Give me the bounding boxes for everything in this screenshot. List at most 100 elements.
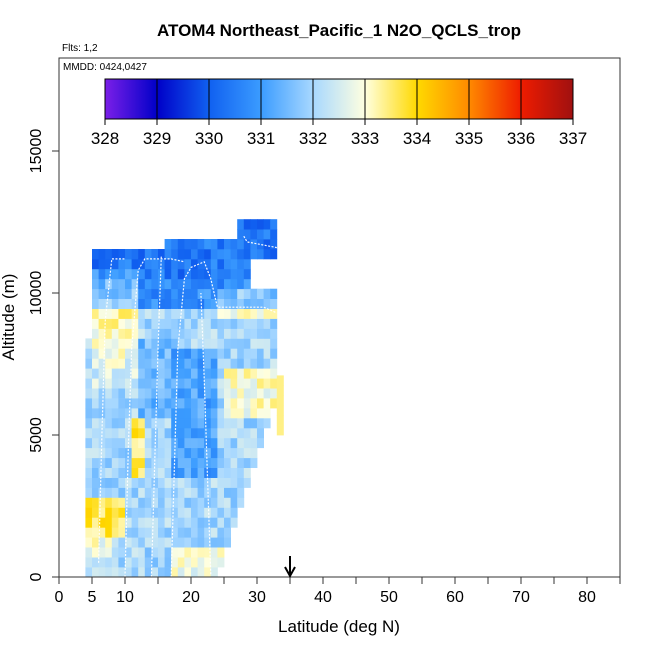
- heatmap-cell: [138, 358, 146, 369]
- heatmap-cell: [144, 388, 152, 399]
- heatmap-cell: [257, 338, 264, 349]
- heatmap-cell: [263, 219, 271, 230]
- heatmap-cell: [92, 447, 99, 459]
- heatmap-cell: [191, 497, 198, 508]
- heatmap-cell: [105, 437, 113, 449]
- heatmap-cell: [270, 388, 278, 399]
- heatmap-cell: [131, 268, 139, 280]
- heatmap-cell: [105, 557, 113, 568]
- heatmap-cell: [237, 398, 245, 409]
- heatmap-cell: [243, 229, 251, 240]
- heatmap-cell: [243, 288, 251, 299]
- heatmap-cell: [243, 258, 251, 270]
- heatmap-cell: [125, 507, 132, 518]
- heatmap-cell: [171, 507, 179, 518]
- heatmap-cell: [111, 318, 119, 329]
- heatmap-cell: [125, 268, 132, 280]
- heatmap-cell: [105, 418, 113, 429]
- heatmap-cell: [197, 268, 205, 280]
- heatmap-cell: [138, 328, 146, 339]
- heatmap-cell: [224, 497, 231, 508]
- heatmap-cell: [125, 457, 132, 468]
- heatmap-cell: [105, 249, 113, 260]
- heatmap-cell: [197, 318, 205, 329]
- heatmap-cell: [243, 219, 251, 230]
- heatmap-cell: [118, 437, 126, 449]
- heatmap-cell: [243, 418, 251, 429]
- heatmap-cell: [184, 517, 192, 528]
- heatmap-cell: [164, 408, 172, 419]
- heatmap-cell: [158, 457, 165, 468]
- heatmap-cell: [118, 507, 126, 518]
- heatmap-cell: [158, 507, 165, 518]
- colorbar: 328 329 330 331 332 333 334 335 336 337: [91, 78, 587, 148]
- heatmap-cell: [237, 447, 245, 459]
- heatmap-cell: [138, 249, 146, 260]
- heatmap-cell: [151, 457, 159, 468]
- heatmap-cell: [158, 298, 165, 309]
- heatmap-cell: [250, 298, 258, 309]
- heatmap-cell: [217, 517, 225, 528]
- heatmap-cell: [164, 249, 172, 260]
- heatmap-cell: [111, 338, 119, 349]
- heatmap-cell: [197, 308, 205, 319]
- heatmap-cell: [217, 457, 225, 468]
- heatmap-cell: [230, 328, 238, 339]
- heatmap-cell: [144, 487, 152, 498]
- heatmap-cell: [250, 308, 258, 319]
- heatmap-cell: [171, 567, 179, 577]
- heatmap-cell: [158, 318, 165, 329]
- heatmap-cell: [138, 348, 146, 359]
- heatmap-cell: [131, 547, 139, 558]
- heatmap-cell: [177, 557, 185, 568]
- heatmap-cell: [85, 527, 93, 538]
- colorbar-tick-label: 337: [559, 129, 587, 148]
- heatmap-cell: [138, 268, 146, 280]
- heatmap-cell: [158, 308, 165, 319]
- heatmap-cell: [270, 308, 278, 319]
- heatmap-cell: [263, 249, 271, 260]
- heatmap-cell: [197, 557, 205, 568]
- heatmap-cell: [237, 249, 245, 260]
- heatmap-cell: [184, 567, 192, 577]
- heatmap-cell: [131, 507, 139, 518]
- heatmap-cell: [144, 278, 152, 290]
- heatmap-cell: [105, 427, 113, 439]
- heatmap-cell: [158, 557, 165, 568]
- heatmap-cell: [204, 537, 212, 548]
- heatmap-cell: [164, 507, 172, 518]
- heatmap-cell: [144, 348, 152, 359]
- heatmap-cell: [164, 427, 172, 439]
- heatmap-cell: [98, 507, 106, 518]
- heatmap-cell: [197, 467, 205, 478]
- heatmap-cell: [184, 418, 192, 429]
- heatmap-cell: [131, 557, 139, 568]
- heatmap-cell: [191, 487, 198, 498]
- heatmap-cell: [237, 239, 245, 250]
- heatmap-cell: [243, 358, 251, 369]
- heatmap-cell: [197, 547, 205, 558]
- heatmap-cell: [125, 398, 132, 409]
- heatmap-cell: [151, 378, 159, 389]
- heatmap-cell: [164, 258, 172, 270]
- heatmap-cell: [184, 368, 192, 379]
- heatmap-cell: [210, 418, 218, 429]
- heatmap-cell: [184, 467, 192, 478]
- heatmap-cell: [151, 288, 159, 299]
- heatmap-cell: [210, 507, 218, 518]
- heatmap-cell: [197, 338, 205, 349]
- heatmap-cell: [184, 378, 192, 389]
- heatmap-cell: [164, 298, 172, 309]
- heatmap-cell: [125, 477, 132, 488]
- heatmap-cell: [144, 318, 152, 329]
- heatmap-cell: [85, 447, 93, 459]
- heatmap-cell: [217, 249, 225, 260]
- heatmap-cell: [98, 368, 106, 379]
- heatmap-cell: [158, 537, 165, 548]
- heatmap-cell: [276, 425, 284, 436]
- heatmap-cell: [191, 388, 198, 399]
- heatmap-cell: [111, 547, 119, 558]
- heatmap-cell: [92, 567, 99, 577]
- heatmap-cell: [105, 328, 113, 339]
- heatmap-cell: [177, 418, 185, 429]
